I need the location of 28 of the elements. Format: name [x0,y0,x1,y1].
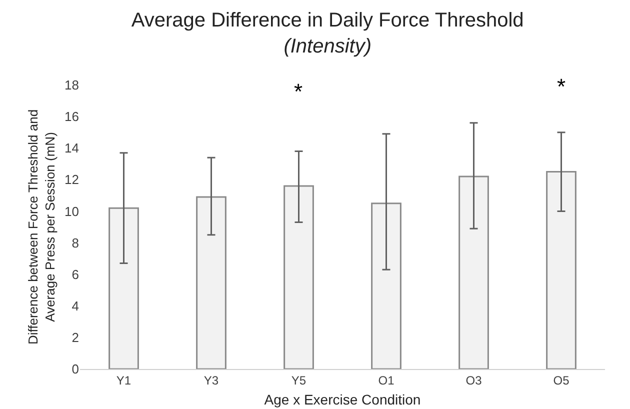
bar [108,207,139,369]
y-tick-label: 10 [64,204,79,219]
bar [371,202,402,369]
y-axis-title: Difference between Force Threshold and Average Press per Session (mN) [26,109,58,345]
x-tick-label: Y1 [116,373,132,388]
chart-subtitle: (Intensity) [284,36,372,58]
chart-title: Average Difference in Daily Force Threshold [131,10,524,32]
x-axis-title: Age x Exercise Condition [264,392,421,408]
y-tick-label: 2 [72,330,79,345]
y-tick-label: 6 [72,266,79,282]
x-tick-label: O3 [466,373,482,388]
x-tick-label: Y5 [291,373,306,388]
annotation: * [294,79,303,104]
bar [458,176,489,369]
x-tick-label: O5 [553,373,570,388]
y-tick-label: 0 [72,362,79,377]
y-tick-label: 14 [64,140,79,156]
annotation: * [557,74,566,99]
y-tick-label: 8 [72,235,79,250]
bar [196,196,226,369]
x-tick-label: O1 [378,373,395,388]
y-tick-label: 4 [72,298,79,314]
y-tick-label: 12 [64,172,79,188]
y-tick-label: 16 [64,109,79,124]
x-tick-label: Y3 [204,373,219,388]
bar [546,171,576,369]
bar [284,185,314,369]
y-tick-label: 18 [64,78,79,93]
